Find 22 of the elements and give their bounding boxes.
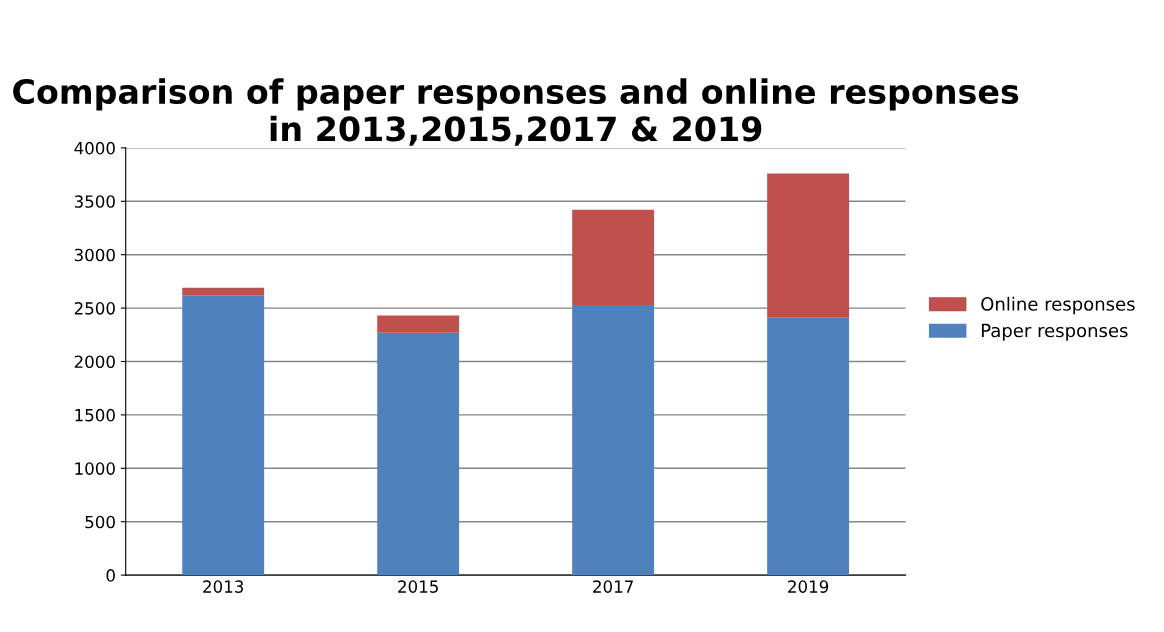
bar [182, 295, 265, 576]
y-tick-label: 2000 [74, 355, 115, 369]
y-tick-label: 3000 [74, 248, 115, 262]
bar [182, 287, 265, 296]
y-tick-label: 0 [106, 569, 115, 582]
bar [572, 209, 655, 305]
legend-label: Paper responses [981, 323, 1128, 341]
x-tick-label: 2017 [593, 580, 633, 593]
x-tick-label: 2019 [788, 580, 829, 593]
x-tick-label: 2013 [203, 580, 244, 593]
bar [767, 173, 850, 318]
y-tick-label: 1000 [75, 462, 115, 475]
bar [377, 332, 460, 576]
y-tick-label: 2500 [74, 302, 115, 315]
legend-label: Online responses [981, 296, 1135, 315]
bar [377, 315, 460, 333]
bar [767, 317, 850, 576]
y-tick-label: 1500 [75, 408, 115, 422]
y-tick-label: 3500 [74, 195, 115, 208]
bar [572, 304, 655, 576]
x-tick-label: 2015 [398, 580, 438, 593]
y-tick-label: 500 [85, 515, 115, 529]
